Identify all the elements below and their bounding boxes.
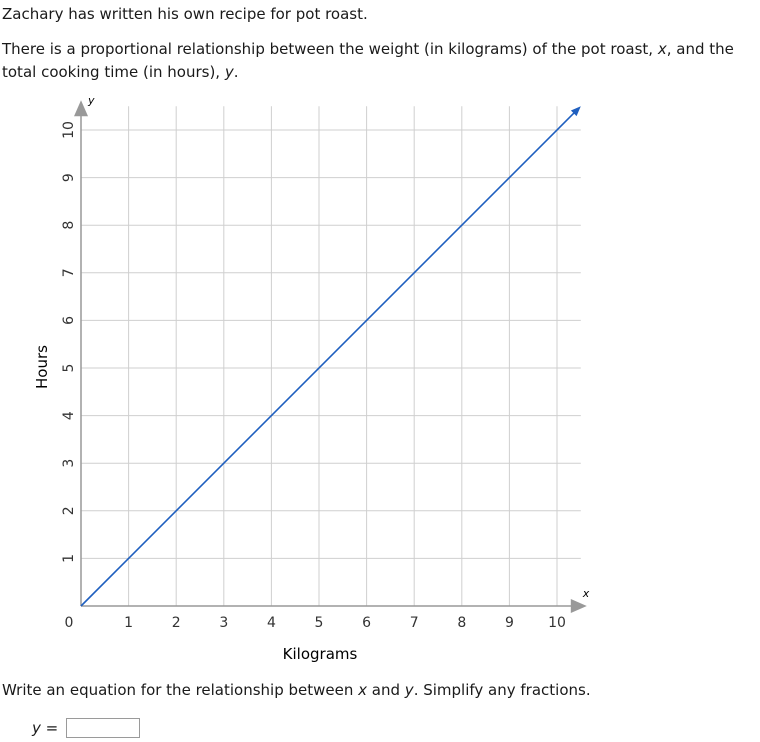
question-text-1: Write an equation for the relationship b… bbox=[2, 681, 359, 699]
y-tick-label: 5 bbox=[61, 364, 77, 373]
x-tick-label: 4 bbox=[267, 615, 276, 631]
question-var-y: y bbox=[404, 681, 414, 699]
x-tick-label: 3 bbox=[219, 615, 228, 631]
proportional-relationship-chart: x y 0 1 2 3 4 5 6 7 8 9 10 1 2 3 4 5 6 7 8 9 10 Kilograms Hours bbox=[33, 94, 590, 663]
y-tick-label: 8 bbox=[61, 221, 77, 230]
question-text-3: . Simplify any fractions. bbox=[413, 681, 591, 699]
x-axis-arrow bbox=[570, 599, 587, 613]
axes bbox=[74, 100, 587, 613]
grid bbox=[81, 106, 581, 606]
description-text-2: , and the total cooking time (in hours), bbox=[2, 40, 734, 81]
series bbox=[80, 106, 581, 607]
x-tick-label: 1 bbox=[124, 615, 133, 631]
answer-equals: = bbox=[45, 719, 59, 737]
series-arrowhead bbox=[570, 106, 581, 117]
problem-description: There is a proportional relationship bet… bbox=[2, 38, 758, 84]
y-tick-label: 6 bbox=[61, 316, 77, 325]
answer-row: y = bbox=[32, 718, 141, 738]
y-axis-label: Hours bbox=[33, 345, 51, 389]
y-tick-label: 1 bbox=[61, 554, 77, 563]
question-text-2: and bbox=[367, 681, 405, 699]
answer-input[interactable] bbox=[66, 718, 141, 738]
problem-intro: Zachary has written his own recipe for p… bbox=[2, 5, 368, 23]
x-axis-label: Kilograms bbox=[283, 645, 358, 663]
y-tick-label: 3 bbox=[61, 459, 77, 468]
description-text-3: . bbox=[233, 63, 239, 81]
x-tick-label: 0 bbox=[65, 615, 74, 631]
y-tick-label: 2 bbox=[61, 506, 77, 515]
question-var-x: x bbox=[358, 681, 368, 699]
y-tick-label: 7 bbox=[61, 268, 77, 277]
question-text: Write an equation for the relationship b… bbox=[2, 679, 758, 701]
x-tick-label: 2 bbox=[172, 615, 181, 631]
answer-label: y = bbox=[32, 719, 58, 737]
y-tick-label: 9 bbox=[61, 173, 77, 182]
y-tick-label: 10 bbox=[61, 121, 77, 139]
description-var-y: y bbox=[224, 63, 234, 81]
y-tick-label: 4 bbox=[61, 411, 77, 420]
description-var-x: x bbox=[657, 40, 667, 58]
x-tick-label: 9 bbox=[505, 615, 514, 631]
y-axis-variable: y bbox=[87, 94, 95, 107]
x-tick-label: 10 bbox=[548, 615, 566, 631]
labels: x y 0 1 2 3 4 5 6 7 8 9 10 1 2 3 4 5 6 7 8 9 10 Kilograms Hours bbox=[33, 94, 590, 663]
x-tick-label: 6 bbox=[362, 615, 371, 631]
answer-var: y bbox=[32, 719, 41, 737]
series-line bbox=[80, 109, 578, 607]
x-tick-label: 8 bbox=[457, 615, 466, 631]
x-tick-label: 7 bbox=[410, 615, 419, 631]
x-axis-variable: x bbox=[582, 587, 590, 600]
y-axis-arrow bbox=[74, 100, 88, 117]
x-tick-label: 5 bbox=[315, 615, 324, 631]
description-text-1: There is a proportional relationship bet… bbox=[2, 40, 658, 58]
